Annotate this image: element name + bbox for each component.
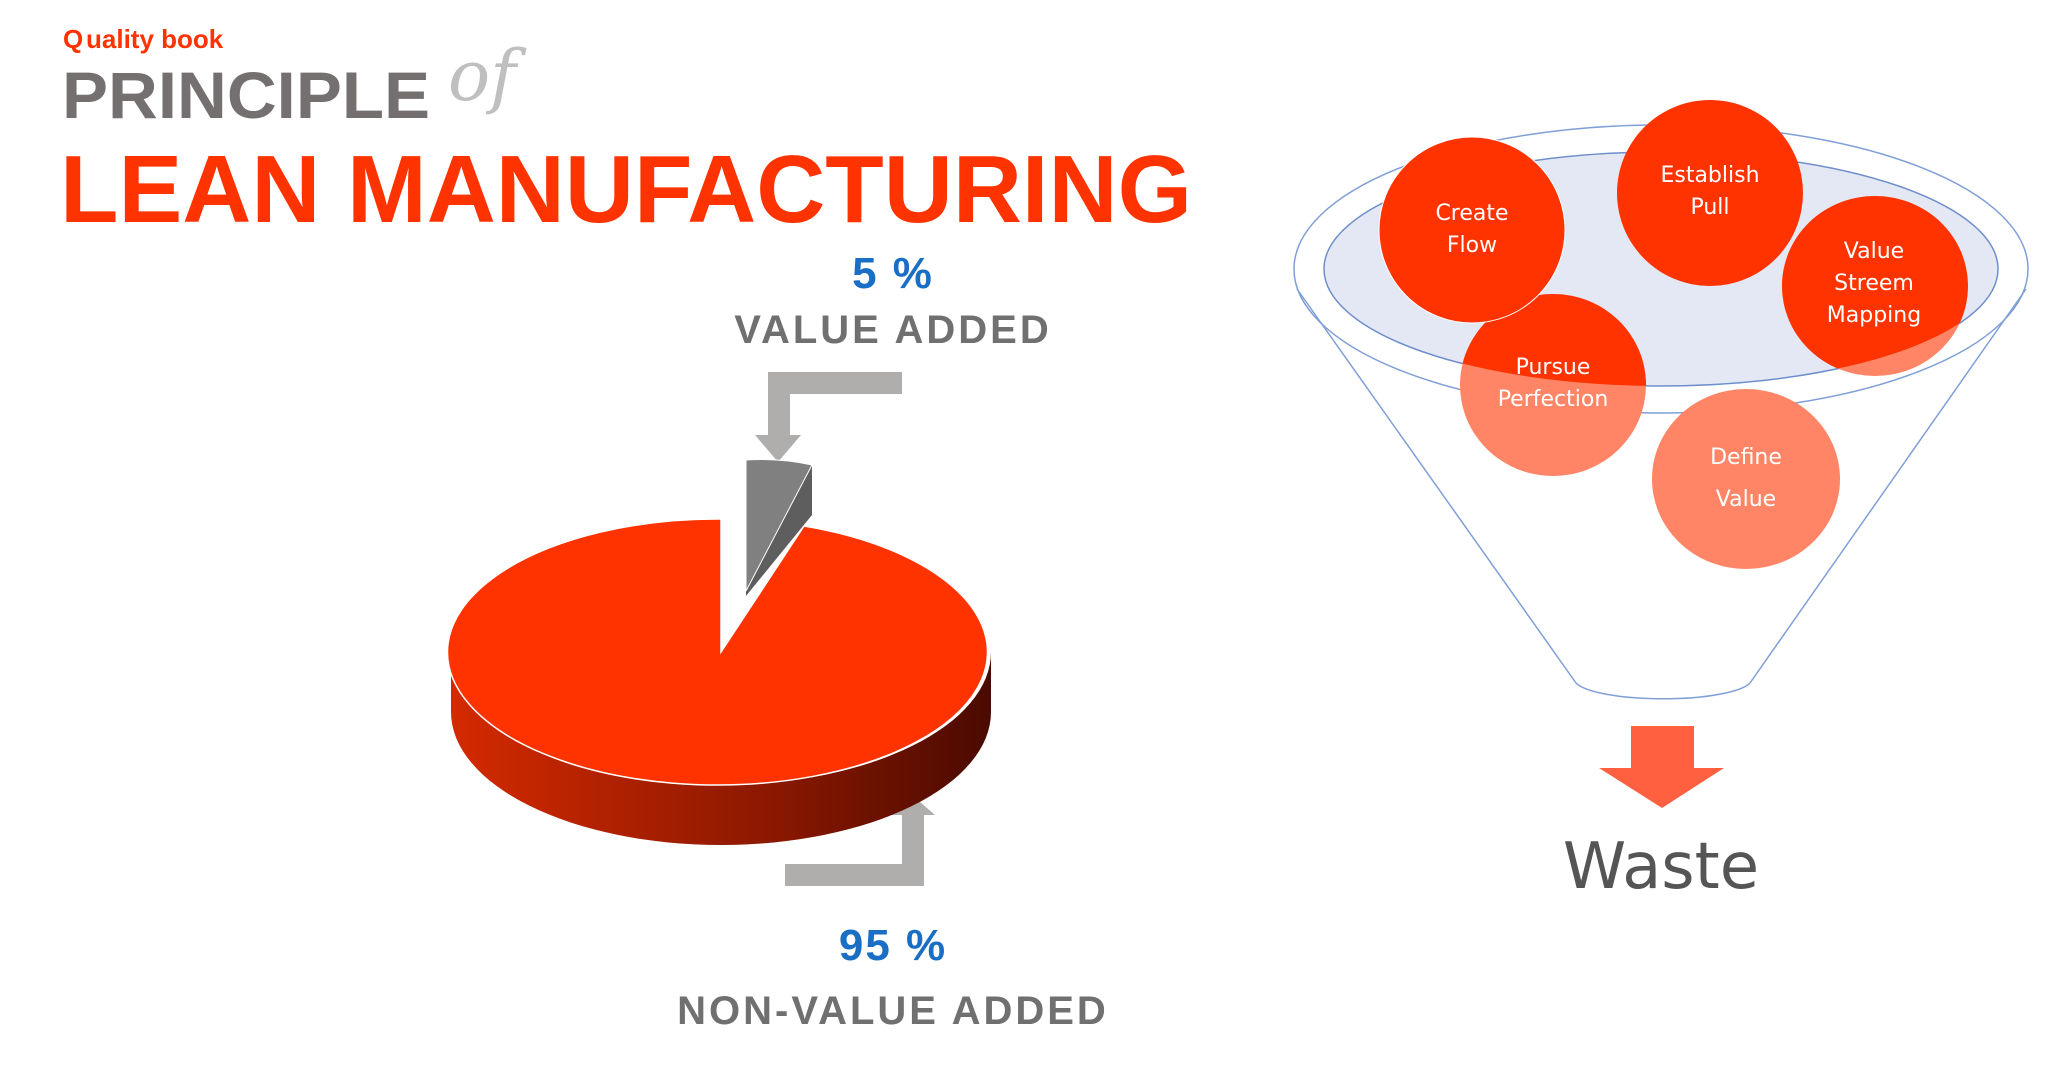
pie-slice-value-added-side (746, 465, 812, 596)
circle-value-stream-mapping (1782, 196, 1968, 376)
title-of: of (448, 35, 527, 117)
circle-create-flow (1378, 136, 1566, 324)
pie-chart (446, 459, 991, 845)
arrow-down-icon (1599, 726, 1724, 808)
arrow-to-value-added (755, 372, 902, 462)
logo: Q uality book (63, 24, 224, 54)
circle-establish-pull (1617, 100, 1803, 286)
define-value-label: Value (1716, 487, 1776, 512)
pursue-perfection-label: Perfection (1498, 387, 1609, 412)
funnel-left-edge (1296, 288, 1577, 684)
value-stream-mapping-label: Value (1844, 239, 1904, 264)
circle-define-value (1652, 389, 1840, 569)
define-value-label: Define (1710, 445, 1782, 470)
pie-slice-non-value-added (446, 518, 989, 786)
value-stream-mapping-label: Mapping (1827, 303, 1921, 328)
establish-pull-label: Establish (1660, 163, 1759, 188)
funnel-spout (1575, 682, 1751, 700)
logo-mark: Q (63, 24, 83, 54)
logo-text: uality book (86, 24, 224, 54)
title-principle: PRINCIPLE (62, 58, 430, 132)
pursue-perfection-label: Pursue (1516, 355, 1591, 380)
non-value-added-label: NON-VALUE ADDED (677, 989, 1109, 1033)
waste-label: Waste (1563, 830, 1759, 904)
create-flow-label: Flow (1447, 233, 1497, 258)
pie-slice-value-added (745, 459, 813, 592)
non-value-added-percent: 95 % (839, 921, 947, 970)
create-flow-label: Create (1435, 201, 1508, 226)
value-added-percent: 5 % (852, 249, 934, 298)
funnel: Create Flow Establish Pull Value Streem … (1293, 100, 2029, 700)
funnel-right-edge (1749, 288, 2027, 684)
establish-pull-label: Pull (1690, 195, 1729, 220)
pie-side-non-value-added (451, 652, 991, 845)
arrow-to-non-value-added (785, 795, 935, 886)
value-added-label: VALUE ADDED (734, 308, 1051, 352)
title-lean-manufacturing: LEAN MANUFACTURING (60, 136, 1192, 243)
value-stream-mapping-label: Streem (1834, 271, 1914, 296)
